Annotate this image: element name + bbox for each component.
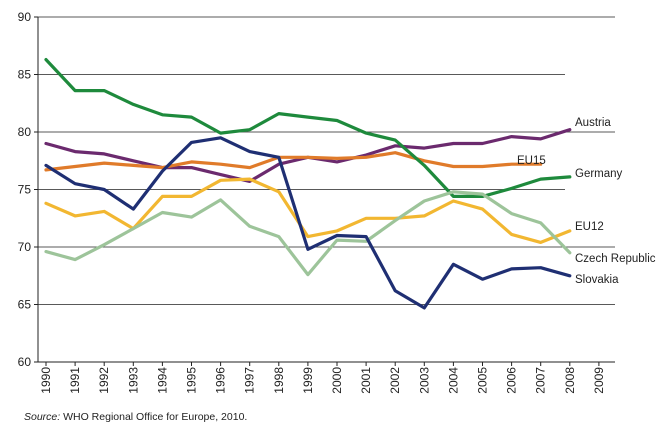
x-tick: 1993: [126, 362, 140, 394]
x-tick-label: 1998: [272, 367, 286, 394]
y-tick: 75: [18, 183, 38, 197]
series-line: [44, 136, 572, 310]
x-tick-label: 1992: [97, 367, 111, 394]
x-tick: 1994: [155, 362, 169, 394]
x-tick-label: 2004: [446, 367, 460, 394]
y-tick: 60: [18, 355, 38, 369]
x-tick: 1995: [185, 362, 199, 394]
x-tick-label: 1999: [301, 367, 315, 394]
x-tick-label: 1997: [243, 367, 257, 394]
y-tick-label: 65: [18, 298, 32, 312]
y-tick: 65: [18, 298, 38, 312]
x-tick: 1999: [301, 362, 315, 394]
x-tick: 1998: [272, 362, 286, 394]
x-tick-label: 2006: [505, 367, 519, 394]
y-tick-label: 85: [18, 68, 32, 82]
series-lines: [44, 58, 572, 310]
series-label: Czech Republic: [575, 253, 656, 265]
x-tick-label: 1991: [68, 367, 82, 394]
y-tick-label: 80: [18, 125, 32, 139]
source-label: Source:: [24, 411, 61, 423]
x-tick: 2007: [534, 362, 548, 394]
source-note: Source: WHO Regional Office for Europe, …: [24, 411, 247, 423]
series-line: [44, 128, 572, 183]
x-tick-label: 2007: [534, 367, 548, 394]
y-tick-label: 60: [18, 355, 32, 369]
x-tick: 2004: [446, 362, 460, 394]
x-tick-label: 2005: [476, 367, 490, 394]
series-line: [44, 190, 572, 277]
x-tick-label: 1993: [126, 367, 140, 394]
source-text: WHO Regional Office for Europe, 2010.: [60, 411, 248, 423]
series-label: Slovakia: [575, 274, 619, 286]
x-tick: 1990: [39, 362, 53, 394]
y-tick-label: 70: [18, 240, 32, 254]
x-tick: 2009: [592, 362, 606, 394]
x-tick: 2000: [330, 362, 344, 394]
x-tick: 1991: [68, 362, 82, 394]
series-label: Austria: [575, 117, 611, 129]
x-tick-label: 1995: [185, 367, 199, 394]
series-line: [44, 151, 543, 172]
series-label: EU15: [517, 155, 546, 167]
series-labels: Austria EU15 Germany EU12 Czech Republic Slov…: [517, 117, 656, 286]
y-tick-label: 90: [18, 10, 32, 24]
x-tick: 2002: [388, 362, 402, 394]
series-line: [44, 58, 572, 198]
x-tick-label: 2002: [388, 367, 402, 394]
x-tick: 1992: [97, 362, 111, 394]
x-axis-ticks: 1990 1991 1992 1993 1994 1995 1996 1997 1998 1999…: [39, 362, 606, 394]
y-tick: 80: [18, 125, 38, 139]
x-tick: 2008: [563, 362, 577, 394]
x-tick: 2001: [359, 362, 373, 394]
y-axis-ticks: 60 65 70 75 80 85 90: [18, 10, 38, 369]
x-tick-label: 2009: [592, 367, 606, 394]
x-tick-label: 1990: [39, 367, 53, 394]
series-label: Germany: [575, 168, 623, 180]
x-tick-label: 1994: [155, 367, 169, 394]
x-tick-label: 2000: [330, 367, 344, 394]
y-tick: 90: [18, 10, 38, 24]
x-tick: 2003: [417, 362, 431, 394]
x-tick-label: 2008: [563, 367, 577, 394]
grid-lines: [38, 16, 615, 305]
y-tick: 70: [18, 240, 38, 254]
x-tick: 1997: [243, 362, 257, 394]
x-tick: 1996: [214, 362, 228, 394]
x-tick-label: 1996: [214, 367, 228, 394]
x-tick-label: 2001: [359, 367, 373, 394]
y-tick-label: 75: [18, 183, 32, 197]
y-tick: 85: [18, 68, 38, 82]
x-tick: 2005: [476, 362, 490, 394]
series-label: EU12: [575, 221, 604, 233]
x-tick-label: 2003: [417, 367, 431, 394]
x-tick: 2006: [505, 362, 519, 394]
